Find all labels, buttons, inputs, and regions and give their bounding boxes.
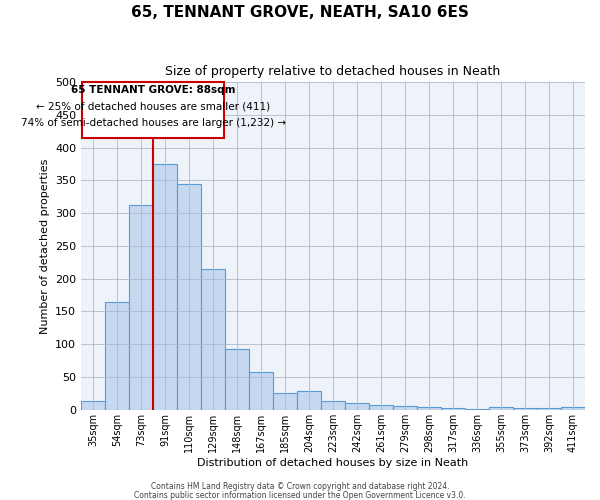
Bar [465,409,489,410]
Bar [441,408,465,410]
Bar [177,184,201,410]
Bar [369,404,393,410]
X-axis label: Distribution of detached houses by size in Neath: Distribution of detached houses by size … [197,458,469,468]
Text: 74% of semi-detached houses are larger (1,232) →: 74% of semi-detached houses are larger (… [20,118,286,128]
Bar [129,205,153,410]
Text: 65, TENNANT GROVE, NEATH, SA10 6ES: 65, TENNANT GROVE, NEATH, SA10 6ES [131,5,469,20]
Text: Contains public sector information licensed under the Open Government Licence v3: Contains public sector information licen… [134,490,466,500]
Bar [249,372,273,410]
Bar [105,302,129,410]
Text: ← 25% of detached houses are smaller (411): ← 25% of detached houses are smaller (41… [36,102,270,112]
Text: 65 TENNANT GROVE: 88sqm: 65 TENNANT GROVE: 88sqm [71,86,235,96]
Bar [345,403,369,410]
Bar [153,164,177,410]
Bar [82,82,224,138]
Bar [489,407,513,410]
Bar [297,392,321,410]
Y-axis label: Number of detached properties: Number of detached properties [40,158,50,334]
Bar [201,269,225,410]
Bar [393,406,417,410]
Bar [417,406,441,410]
Bar [537,408,561,410]
Bar [273,394,297,410]
Text: Contains HM Land Registry data © Crown copyright and database right 2024.: Contains HM Land Registry data © Crown c… [151,482,449,491]
Title: Size of property relative to detached houses in Neath: Size of property relative to detached ho… [166,65,500,78]
Bar [561,407,585,410]
Bar [225,349,249,410]
Bar [321,402,345,410]
Bar [81,402,105,410]
Bar [513,408,537,410]
